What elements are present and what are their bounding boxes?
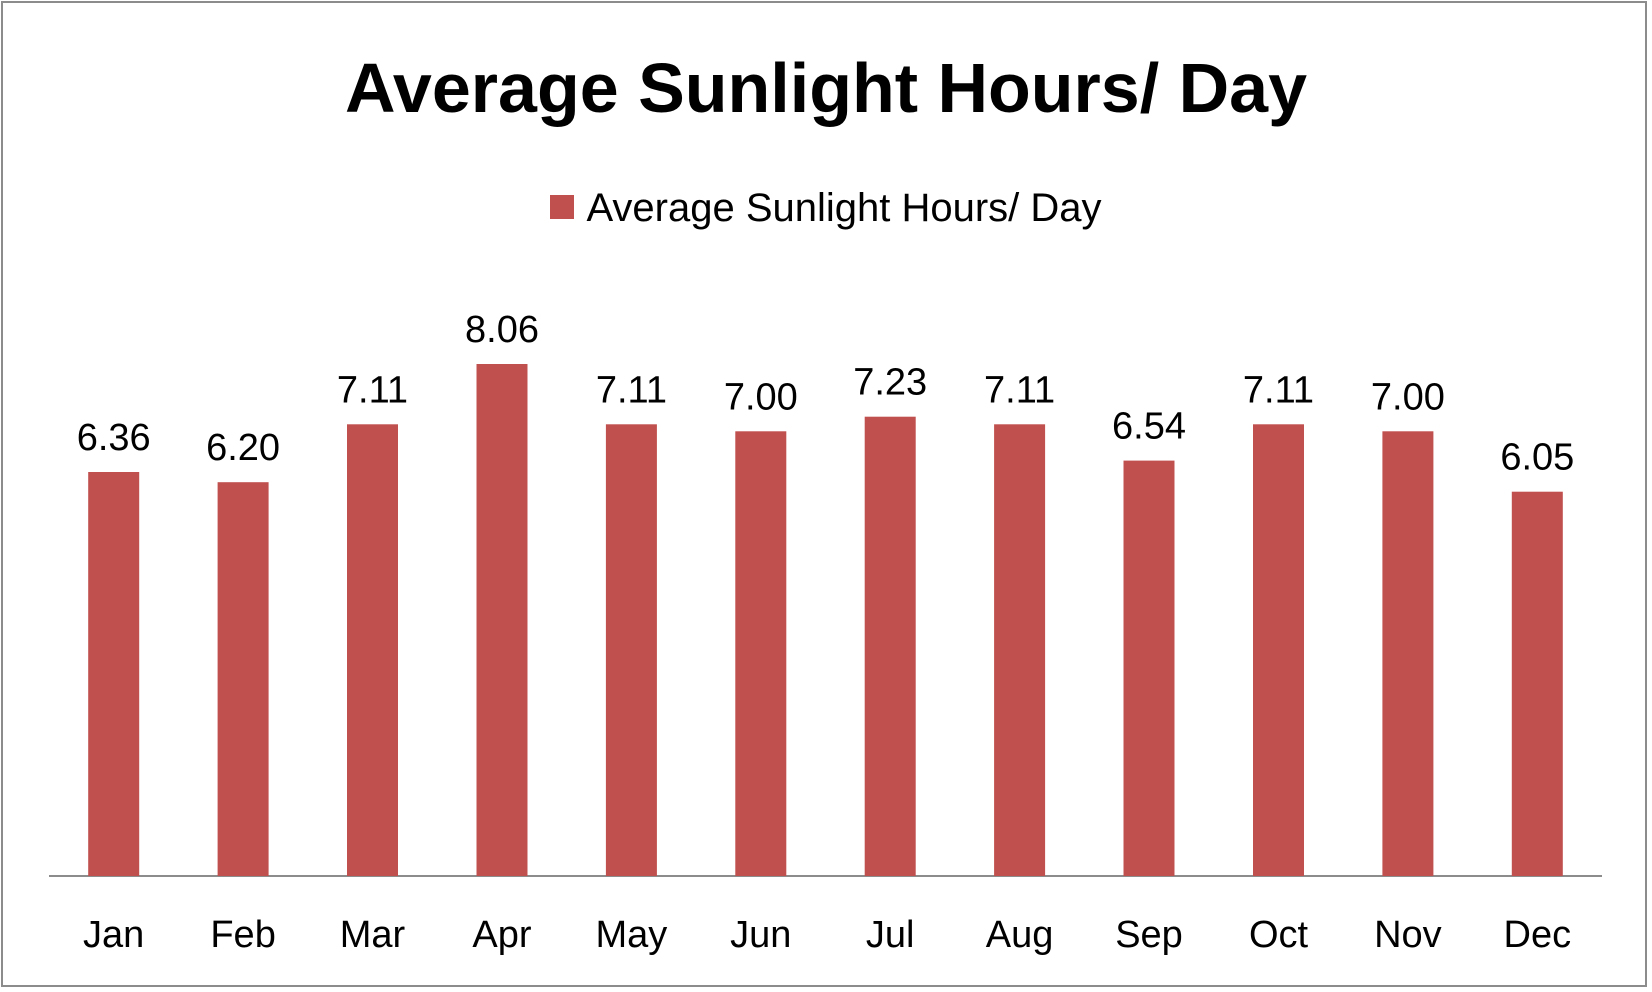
bar-oct (1253, 424, 1304, 876)
bar-may (605, 424, 657, 876)
data-label-oct: 7.11 (1243, 369, 1314, 411)
x-tick-label-apr: Apr (472, 914, 531, 956)
data-label-mar: 7.11 (337, 369, 408, 411)
x-tick-label-oct: Oct (1249, 914, 1309, 956)
x-tick-label-feb: Feb (210, 914, 275, 956)
data-label-sep: 6.54 (1112, 406, 1186, 448)
data-label-dec: 6.05 (1500, 437, 1574, 479)
bar-mar (347, 424, 398, 876)
data-label-nov: 7.00 (1371, 376, 1445, 418)
chart-title: Average Sunlight Hours/ Day (344, 49, 1308, 127)
bar-jan (88, 472, 140, 876)
bar-dec (1511, 491, 1563, 876)
bar-jun (735, 431, 787, 876)
bar-aug (994, 424, 1046, 876)
bar-apr (476, 364, 528, 876)
bar-feb (217, 482, 269, 876)
bar-sep (1123, 460, 1175, 876)
x-tick-label-dec: Dec (1504, 914, 1572, 956)
data-label-jun: 7.00 (724, 376, 798, 418)
x-tick-label-jan: Jan (83, 914, 144, 956)
bar-jul (864, 416, 916, 876)
x-tick-label-jul: Jul (866, 914, 915, 956)
bar-nov (1382, 431, 1434, 876)
data-label-jan: 6.36 (77, 417, 151, 459)
x-tick-label-may: May (596, 914, 668, 956)
legend-label: Average Sunlight Hours/ Day (586, 186, 1102, 230)
x-tick-label-mar: Mar (340, 914, 406, 956)
x-tick-label-jun: Jun (730, 914, 791, 956)
x-tick-label-aug: Aug (986, 914, 1054, 956)
data-label-may: 7.11 (596, 369, 667, 411)
data-label-aug: 7.11 (984, 369, 1055, 411)
x-tick-label-nov: Nov (1374, 914, 1442, 956)
data-label-jul: 7.23 (853, 362, 927, 404)
chart-legend: Average Sunlight Hours/ Day (0, 186, 1652, 231)
data-label-apr: 8.06 (465, 309, 539, 351)
x-tick-label-sep: Sep (1115, 914, 1183, 956)
data-label-feb: 6.20 (206, 427, 280, 469)
legend-swatch (550, 195, 575, 219)
